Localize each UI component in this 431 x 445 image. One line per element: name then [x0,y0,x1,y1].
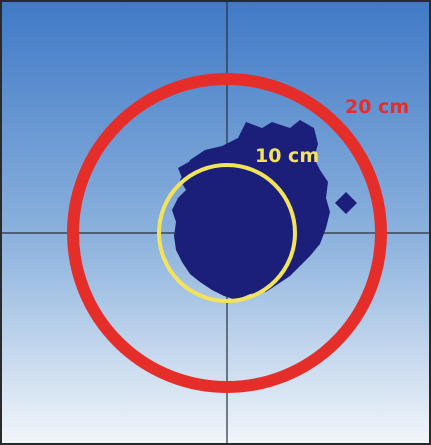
outer-ring-label: 20 cm [345,96,409,118]
inner-ring-10cm [157,163,297,303]
debris-lower-left-lobe [176,224,200,262]
inner-ring-label: 10 cm [255,145,319,167]
outer-ring-20cm [67,73,387,393]
debris-fragment [335,192,357,214]
